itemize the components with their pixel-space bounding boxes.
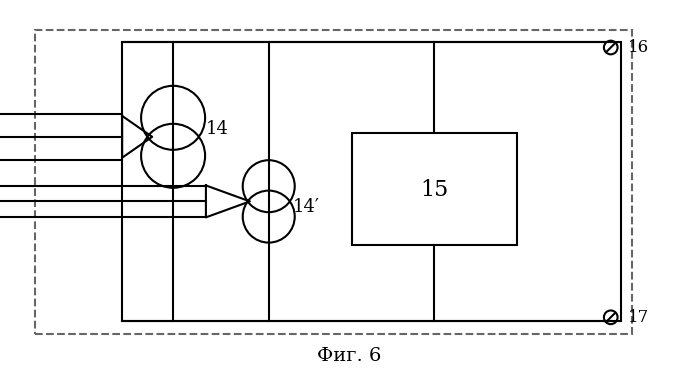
Text: 14: 14 (206, 120, 229, 138)
Bar (352, 133, 517, 245)
Text: Фиг. 6: Фиг. 6 (317, 347, 381, 365)
Text: 17: 17 (628, 309, 649, 326)
Text: 16: 16 (628, 39, 649, 56)
Text: 14′: 14′ (293, 198, 320, 216)
Text: 15: 15 (420, 179, 448, 201)
Bar (35, 30, 632, 334)
Bar (122, 42, 621, 321)
